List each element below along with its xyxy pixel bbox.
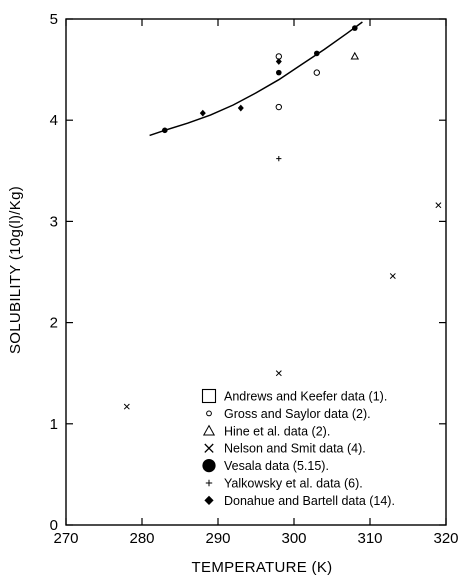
data-point [199,109,206,117]
y-tick-label: 2 [50,315,58,332]
data-point [350,51,360,60]
data-point [276,69,282,76]
data-point [313,69,320,76]
data-point [275,370,282,377]
y-tick-label: 5 [50,11,58,28]
legend-marker-filled-circle [202,459,216,473]
legend-item: Andrews and Keefer data (1). [201,388,387,404]
data-point [162,127,168,134]
legend-marker-diamond [204,495,214,505]
x-tick-label: 310 [357,530,382,547]
legend-item: Hine et al. data (2). [202,424,330,438]
y-tick-label: 3 [50,213,58,230]
plot-area-frame [65,18,447,526]
data-point [275,58,282,65]
legend-label: Donahue and Bartell data (14). [224,494,395,508]
legend-label: Nelson and Smit data (4). [224,442,366,456]
y-axis-label: SOLUBILITY (10g(l)/Kg) [7,186,24,354]
data-point [123,403,130,410]
data-point [389,273,396,280]
legend-marker-cross [204,443,214,453]
legend-item: Donahue and Bartell data (14). [204,494,395,508]
legend-item: Gross and Saylor data (2). [206,407,371,421]
legend-label: Hine et al. data (2). [224,424,330,438]
legend-label: Gross and Saylor data (2). [224,407,371,421]
x-tick-label: 270 [53,530,78,547]
fit-curve [149,21,363,137]
data-point [276,156,282,162]
x-tick-label: 320 [433,530,458,547]
legend-label: Yalkowsky et al. data (6). [224,477,363,491]
legend-marker-square [201,388,217,404]
data-point [314,50,320,57]
data-point [275,103,282,111]
y-tick-label: 0 [50,517,58,534]
x-axis-label: TEMPERATURE (K) [192,559,333,576]
x-tick-label: 280 [129,530,154,547]
legend-label: Andrews and Keefer data (1). [224,390,387,404]
x-tick-label: 290 [205,530,230,547]
legend-marker-plus [205,479,213,487]
legend-item: Nelson and Smit data (4). [204,442,366,456]
legend-marker-open-circle [206,410,212,417]
data-point [237,104,244,112]
data-point [435,202,442,209]
y-tick-label: 4 [50,112,58,129]
legend-label: Vesala data (5.15). [224,459,329,473]
legend-marker-triangle [202,424,216,436]
x-tick-label: 300 [281,530,306,547]
data-point [352,25,358,31]
legend-item: Yalkowsky et al. data (6). [205,477,363,491]
y-tick-label: 1 [50,416,58,433]
legend-item: Vesala data (5.15). [202,459,329,473]
